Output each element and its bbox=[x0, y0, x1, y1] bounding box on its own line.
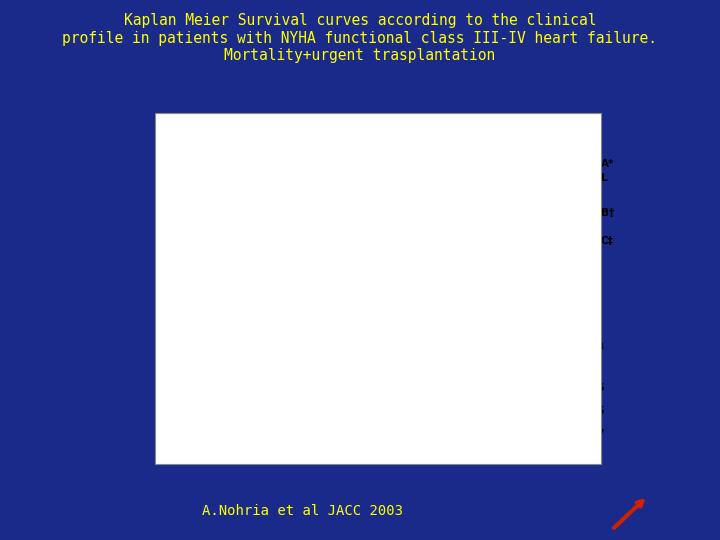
Text: 81: 81 bbox=[212, 429, 227, 439]
Text: 12: 12 bbox=[212, 454, 227, 463]
Text: 45: 45 bbox=[401, 383, 416, 393]
Text: 35: 35 bbox=[527, 429, 542, 439]
Text: 54: 54 bbox=[275, 429, 290, 439]
Text: 44: 44 bbox=[338, 429, 353, 439]
X-axis label: Months: Months bbox=[382, 358, 435, 371]
Text: Profile C: Profile C bbox=[164, 429, 215, 439]
Text: Profile L: Profile L bbox=[164, 454, 213, 463]
Text: 9: 9 bbox=[468, 454, 475, 463]
Text: 48: 48 bbox=[338, 383, 353, 393]
Text: 11: 11 bbox=[275, 454, 290, 463]
Text: 119: 119 bbox=[397, 406, 420, 416]
Text: NO. AT RISK: NO. AT RISK bbox=[164, 355, 235, 365]
Text: 51: 51 bbox=[275, 383, 290, 393]
Text: 51: 51 bbox=[212, 383, 227, 393]
Text: Kaplan Meier Survival curves according to the clinical
profile in patients with : Kaplan Meier Survival curves according t… bbox=[63, 14, 657, 63]
Text: 27: 27 bbox=[590, 429, 605, 439]
Text: 10: 10 bbox=[338, 454, 353, 463]
Text: 85: 85 bbox=[590, 406, 605, 416]
Text: Profile A: Profile A bbox=[164, 383, 215, 393]
Text: A*: A* bbox=[600, 159, 614, 168]
Text: 34: 34 bbox=[527, 383, 542, 393]
Text: B†: B† bbox=[600, 208, 614, 218]
Text: A.Nohria et al JACC 2003: A.Nohria et al JACC 2003 bbox=[202, 504, 403, 518]
Text: 40: 40 bbox=[401, 429, 416, 439]
Text: 10: 10 bbox=[401, 454, 416, 463]
Text: 153: 153 bbox=[271, 406, 294, 416]
Text: 6: 6 bbox=[594, 454, 601, 463]
Y-axis label: Event-Free Survival: Event-Free Survival bbox=[181, 177, 192, 285]
Text: 38: 38 bbox=[464, 429, 479, 439]
Text: 182: 182 bbox=[209, 406, 230, 416]
Text: 108: 108 bbox=[461, 406, 482, 416]
Text: 26: 26 bbox=[590, 383, 605, 393]
Text: 130: 130 bbox=[335, 406, 356, 416]
Text: C‡: C‡ bbox=[600, 235, 613, 246]
Text: 42: 42 bbox=[464, 383, 479, 393]
Text: Profile B: Profile B bbox=[164, 406, 215, 416]
Text: 95: 95 bbox=[528, 406, 541, 416]
Text: L: L bbox=[600, 172, 608, 183]
Text: 9: 9 bbox=[531, 454, 538, 463]
